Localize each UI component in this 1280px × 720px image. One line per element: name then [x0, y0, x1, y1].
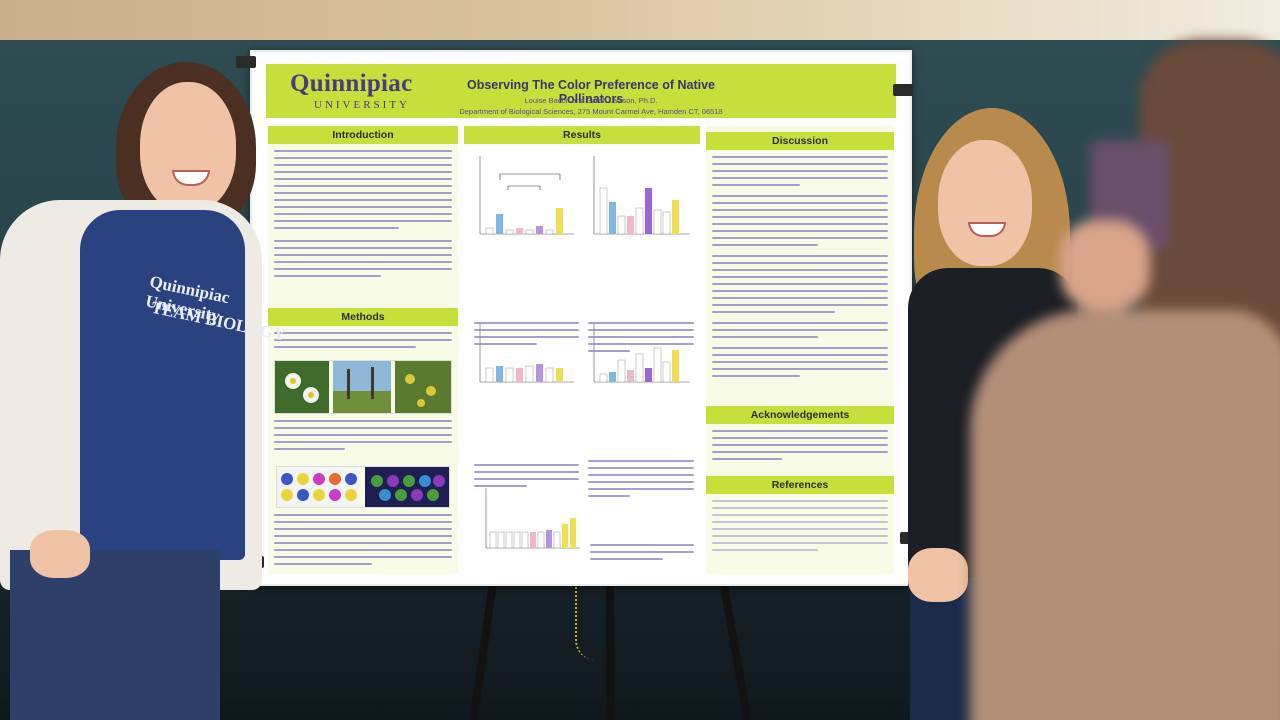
acknowledgements-heading: Acknowledgements	[706, 406, 894, 424]
figure-5-caption	[590, 544, 694, 572]
results-column: Results	[464, 126, 700, 574]
figure-2-caption	[588, 322, 694, 362]
uv-flower-photos	[276, 466, 450, 508]
discussion-heading: Discussion	[706, 132, 894, 150]
person-left: Quinnipiac University TEAM BIOLOGY	[0, 60, 287, 720]
methods-text-3	[274, 514, 452, 572]
figure-4-graph	[593, 324, 690, 383]
results-heading: Results	[464, 126, 700, 144]
easel-chain	[575, 580, 617, 660]
figure-5-graph	[485, 488, 580, 549]
figure-4-caption	[588, 460, 694, 512]
person-left-face	[140, 82, 236, 212]
university-logo: Quinnipiac	[290, 70, 413, 97]
figure-3-graph	[479, 324, 574, 383]
left-column: Introduction Methods	[268, 126, 458, 574]
results-graphs	[479, 156, 690, 549]
methods-heading: Methods	[268, 308, 458, 326]
person-right-hands	[908, 548, 968, 602]
methods-text-2	[274, 420, 452, 460]
research-poster: Quinnipiac UNIVERSITY Observing The Colo…	[250, 50, 912, 586]
person-left-hand	[30, 530, 90, 578]
acknowledgements-text	[712, 430, 888, 470]
figure-1-graph	[479, 156, 574, 235]
references-text	[712, 500, 888, 566]
university-logo-sub: UNIVERSITY	[314, 99, 410, 111]
right-column: Discussion Acknowledgements References	[706, 126, 894, 574]
binder-clip-top-left	[236, 56, 256, 68]
upper-wall-windows	[0, 0, 1280, 40]
poster-department: Department of Biological Sciences, 275 M…	[459, 107, 723, 116]
person-left-shirt	[80, 210, 245, 560]
person-right-face	[938, 140, 1032, 266]
figure-2-graph	[593, 156, 690, 235]
binder-clip-top-right	[893, 84, 913, 96]
field-site-photos	[274, 360, 452, 414]
photographer-hand	[1060, 220, 1150, 310]
photographer-blurred	[970, 40, 1280, 720]
introduction-text	[274, 150, 452, 300]
photographer-body	[970, 310, 1280, 720]
figure-1-caption	[474, 322, 579, 358]
figure-3-caption	[474, 464, 579, 494]
poster-header: Quinnipiac UNIVERSITY Observing The Colo…	[266, 64, 896, 118]
references-heading: References	[706, 476, 894, 494]
discussion-text	[712, 156, 888, 394]
methods-text-1	[274, 332, 452, 356]
poster-title: Observing The Color Preference of Native…	[467, 78, 715, 106]
poster-authors: Louise Bacon and Sarah Lawson, Ph.D.	[524, 96, 658, 105]
person-left-jeans	[10, 550, 220, 720]
introduction-heading: Introduction	[268, 126, 458, 144]
